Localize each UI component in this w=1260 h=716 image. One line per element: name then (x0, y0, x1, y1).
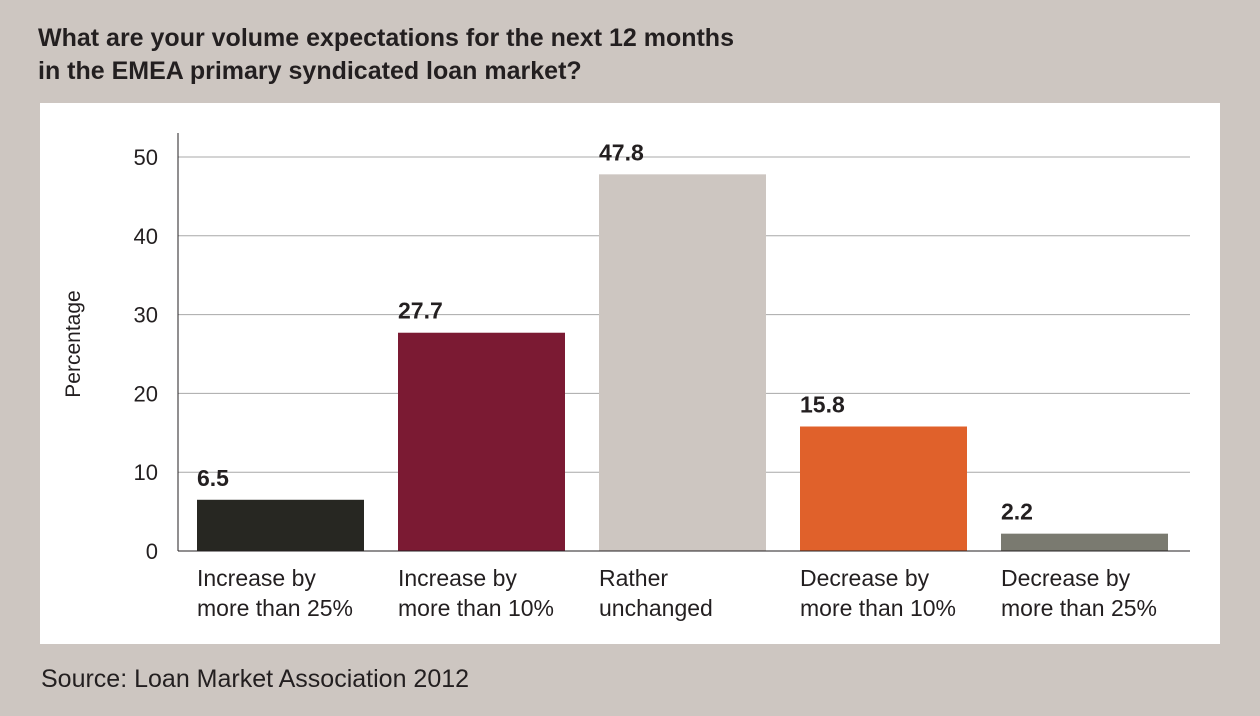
y-tick-label-10: 10 (134, 460, 158, 485)
axes (177, 133, 1190, 552)
bar-chart: 0 10 20 30 40 50 Percentage 6.5 Increase by more … (62, 133, 1190, 621)
data-label-1: 6.5 (197, 465, 229, 491)
y-tick-label-20: 20 (134, 381, 158, 406)
x-tick-label-3-line-1: Rather (599, 565, 668, 591)
y-tick-label-50: 50 (134, 145, 158, 170)
bar-2 (398, 332, 565, 551)
y-axis-title: Percentage (62, 290, 85, 397)
x-tick-label-5-line-2: more than 25% (1001, 595, 1157, 621)
y-tick-label-40: 40 (134, 224, 158, 249)
chart-title: What are your volume expectations for th… (38, 22, 1218, 88)
chart-title-line-2: in the EMEA primary syndicated loan mark… (38, 57, 582, 85)
y-tick-label-30: 30 (134, 303, 158, 328)
x-tick-label-3-line-2: unchanged (599, 595, 713, 621)
bar-4 (800, 426, 967, 551)
source-note: Source: Loan Market Association 2012 (41, 665, 470, 693)
y-tick-label-0: 0 (146, 539, 158, 564)
labels: 0 10 20 30 40 50 Percentage 6.5 Increase by more … (62, 139, 1157, 621)
x-tick-label-5-line-1: Decrease by (1001, 565, 1131, 591)
chart-title-line-1: What are your volume expectations for th… (38, 24, 734, 52)
data-label-2: 27.7 (398, 298, 443, 324)
x-tick-label-2-line-2: more than 10% (398, 595, 554, 621)
x-tick-label-2-line-1: Increase by (398, 565, 517, 591)
x-tick-label-4-line-1: Decrease by (800, 565, 930, 591)
bar-3 (599, 174, 766, 551)
data-label-5: 2.2 (1001, 499, 1033, 525)
x-tick-label-4-line-2: more than 10% (800, 595, 956, 621)
bars (197, 174, 1168, 551)
chart-panel: 0 10 20 30 40 50 Percentage 6.5 Increase by more … (40, 103, 1220, 644)
x-tick-label-1-line-2: more than 25% (197, 595, 353, 621)
x-tick-label-1-line-1: Increase by (197, 565, 316, 591)
data-label-4: 15.8 (800, 391, 845, 417)
bar-5 (1001, 533, 1168, 551)
data-label-3: 47.8 (599, 139, 644, 165)
bar-1 (197, 499, 364, 551)
